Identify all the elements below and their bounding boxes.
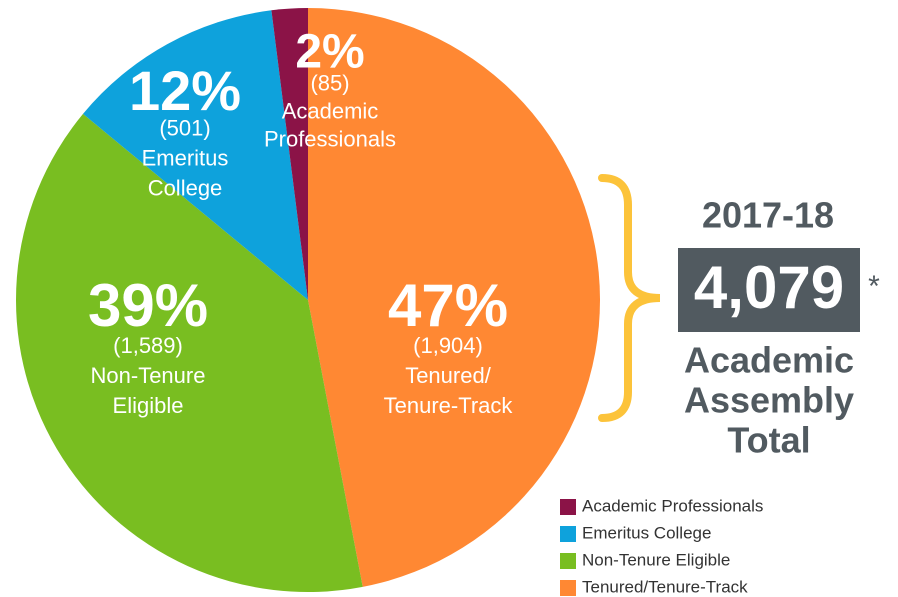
category-label: College bbox=[148, 176, 223, 201]
category-label: Tenure-Track bbox=[384, 393, 514, 418]
slice bbox=[271, 8, 308, 300]
percent-label: 2% bbox=[295, 26, 364, 79]
percent-label: 39% bbox=[88, 272, 208, 339]
slice bbox=[83, 10, 308, 300]
legend-swatch bbox=[560, 526, 576, 542]
total-box bbox=[678, 248, 860, 332]
total-note: * bbox=[868, 270, 880, 303]
legend-label: Non-Tenure Eligible bbox=[582, 550, 730, 569]
brace bbox=[598, 174, 661, 422]
legend-swatch bbox=[560, 553, 576, 569]
percent-label: 12% bbox=[129, 59, 241, 122]
pie bbox=[15, 8, 601, 592]
caption-line: Academic bbox=[684, 340, 854, 381]
category-label: Tenured/ bbox=[405, 363, 492, 388]
legend-swatch bbox=[560, 580, 576, 596]
count-label: (1,589) bbox=[113, 333, 183, 358]
slice-label: 47%(1,904) Tenured/Tenure-Track bbox=[384, 272, 514, 418]
slice bbox=[15, 113, 363, 592]
slice-label: 2%(85) Academic Professionals bbox=[264, 26, 396, 152]
legend-label: Emeritus College bbox=[582, 523, 711, 542]
count-label: (85) bbox=[310, 71, 349, 96]
category-label: Professionals bbox=[264, 127, 396, 152]
slice-labels: 2%(85) Academic Professionals 12%(501) Emeri… bbox=[88, 26, 513, 418]
slice-label: 39%(1,589) Non-Tenure Eligible bbox=[88, 272, 208, 418]
count-label: (501) bbox=[159, 116, 210, 141]
caption-line: Assembly bbox=[684, 380, 854, 421]
legend-swatch bbox=[560, 499, 576, 515]
category-label: Non-Tenure bbox=[91, 363, 206, 388]
total: 4,079 bbox=[694, 254, 844, 321]
count-label: (1,904) bbox=[413, 333, 483, 358]
legend-label: Tenured/Tenure-Track bbox=[582, 577, 748, 596]
year: 2017-18 bbox=[702, 195, 834, 236]
slice bbox=[308, 8, 601, 587]
category-label: Eligible bbox=[113, 393, 184, 418]
legend: Academic Professionals Emeritus College No… bbox=[560, 496, 763, 596]
caption-line: Total bbox=[727, 420, 810, 461]
legend-label: Academic Professionals bbox=[582, 496, 763, 515]
category-label: Academic bbox=[282, 99, 379, 124]
slice-label: 12%(501) Emeritus College bbox=[129, 59, 241, 201]
percent-label: 47% bbox=[388, 272, 508, 339]
category-label: Emeritus bbox=[142, 146, 229, 171]
